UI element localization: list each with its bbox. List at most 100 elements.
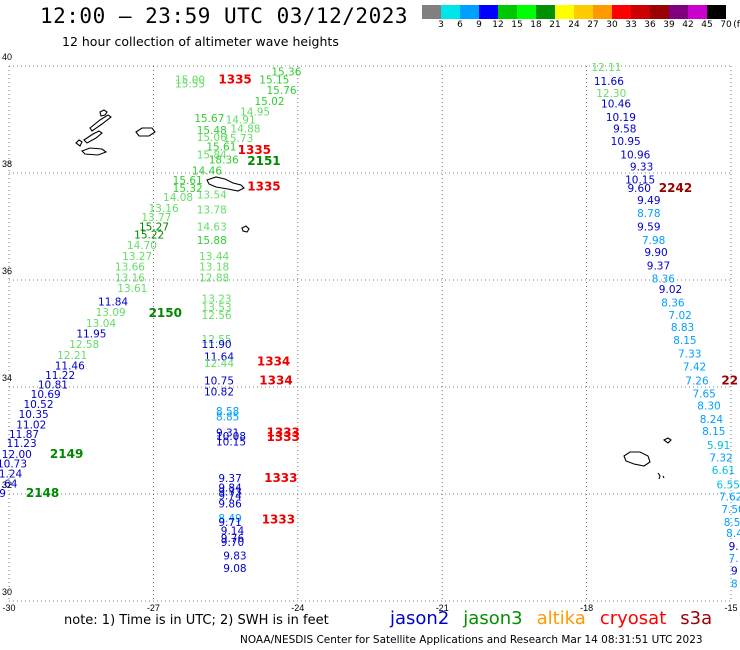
wave-height-label: 9.74 (218, 491, 242, 503)
wave-height-label: 15.61 (173, 175, 203, 187)
wave-height-label: 14.88 (230, 124, 260, 136)
wave-height-label: 13.44 (199, 251, 229, 263)
color-scale-label: 12 (492, 20, 504, 30)
wave-height-label: 11.02 (16, 419, 46, 431)
pass-id-label: 1333 (267, 425, 300, 439)
wave-height-label: 13.53 (202, 302, 232, 314)
wave-height-label: 9. (729, 541, 739, 553)
wave-height-label: 13.23 (202, 294, 232, 306)
wave-height-label: 9.37 (647, 261, 670, 273)
wave-height-label: 10.19 (606, 112, 636, 124)
island-graciosa (83, 130, 103, 144)
color-scale-unit: (ft) (733, 20, 740, 30)
wave-height-label: 12.11 (591, 62, 621, 74)
wave-height-label: 12.00 (2, 449, 32, 461)
wave-height-label: 9.71 (218, 517, 241, 529)
pass-id-label: 1334 (257, 354, 290, 368)
wave-height-label: 9.14 (221, 525, 245, 537)
wave-height-label: 7.42 (683, 362, 706, 374)
wave-height-label: 18.36 (209, 155, 239, 167)
wave-height-label: 9.31 (216, 427, 239, 439)
lon-tick-label: -15 (724, 603, 737, 613)
color-scale-swatch (593, 5, 612, 19)
wave-height-label: 8.24 (700, 414, 724, 426)
pass-id-label: 22 (721, 374, 738, 388)
wave-height-label: 11.46 (55, 361, 85, 373)
pass-id-label: 1335 (218, 72, 251, 86)
wave-height-label: 8 (731, 578, 738, 590)
color-scale-label: 24 (568, 20, 580, 30)
color-scale-swatch (574, 5, 593, 19)
pass-id-label: 1334 (259, 374, 292, 388)
wave-height-label: 15.22 (134, 230, 164, 242)
wave-height-label: 8.36 (661, 297, 685, 309)
color-scale-swatch (631, 5, 650, 19)
pass-id-label: 2149 (50, 447, 83, 461)
wave-height-label: 10.08 (216, 431, 246, 443)
pass-id-label: 2242 (659, 181, 692, 195)
pass-id-label: 1333 (264, 471, 297, 485)
color-scale-swatch (479, 5, 498, 19)
wave-height-label: 9.59 (637, 222, 660, 234)
wave-height-label: 12.58 (69, 339, 99, 351)
color-scale-label: 3 (438, 20, 444, 30)
wave-height-label: 8.4 (726, 528, 740, 540)
color-scale-label: 70 (720, 20, 732, 30)
axis-tick-labels: -30 -27 -24 -21 -18 -15 40 38 36 34 32 30 (2, 52, 738, 613)
wave-height-label: 7.50 (721, 504, 740, 516)
wave-height-label: 13.16 (115, 272, 145, 284)
color-scale-label: 36 (644, 20, 656, 30)
island-sao-jorge (89, 114, 112, 132)
wave-height-label: 9.37 (218, 473, 241, 485)
wave-height-label: 14.63 (197, 222, 227, 234)
color-scale-swatch (555, 5, 574, 19)
wave-height-label: 15.88 (197, 235, 227, 247)
wave-height-label: 9.79 (0, 488, 6, 500)
island-pico (81, 147, 108, 156)
lat-tick-label: 34 (2, 373, 12, 383)
wave-height-label: 11.22 (45, 370, 75, 382)
wave-height-label: 14.08 (163, 192, 193, 204)
color-scale-swatch (707, 5, 726, 19)
wave-height-label: 8.30 (697, 401, 720, 413)
wave-height-label: 9.58 (613, 124, 636, 136)
wave-height-label: 15.48 (197, 125, 227, 137)
island-sao-miguel (206, 176, 245, 192)
wave-height-label: 12.88 (199, 272, 229, 284)
island-flores (99, 109, 108, 117)
color-scale-swatch (688, 5, 707, 19)
wave-height-label: 13.16 (149, 203, 179, 215)
wave-height-label: 14.46 (192, 165, 222, 177)
footer-credit: NOAA/NESDIS Center for Satellite Applica… (240, 634, 703, 646)
wave-height-label: 15.36 (271, 66, 301, 78)
wave-height-label: 9.90 (644, 247, 667, 259)
lat-tick-label: 32 (2, 480, 12, 490)
chart-subtitle: 12 hour collection of altimeter wave hei… (62, 34, 339, 49)
wave-height-label: 7. (729, 553, 739, 565)
color-scale-swatch (441, 5, 460, 19)
color-scale-label: 6 (457, 20, 463, 30)
wave-height-label: 13.77 (141, 212, 171, 224)
land-outlines (75, 109, 672, 480)
wave-height-label: 12.55 (202, 334, 232, 346)
chart-title: 12:00 – 23:59 UTC 03/12/2023 (40, 4, 409, 28)
wave-height-label: 8.78 (637, 208, 660, 220)
wave-height-label: 9.76 (221, 533, 245, 545)
satellite-legend-item: jason2 (390, 608, 450, 629)
pass-id-label: 2148 (26, 486, 59, 500)
wave-height-label: 9.49 (637, 195, 660, 207)
wave-height-label: 10.46 (601, 98, 631, 110)
wave-height-label: 15.32 (173, 183, 203, 195)
color-scale-label: 33 (625, 20, 637, 30)
island-santa-maria (241, 225, 250, 233)
wave-height-label: 10.15 (216, 437, 246, 449)
wave-height-label: 7.62 (719, 492, 740, 504)
wave-height-label: 14.70 (127, 240, 157, 252)
wave-height-label: 13.61 (117, 283, 147, 295)
wave-height-label: 10.81 (38, 379, 68, 391)
note-text: note: 1) Time is in UTC; 2) SWH is in fe… (64, 613, 329, 628)
